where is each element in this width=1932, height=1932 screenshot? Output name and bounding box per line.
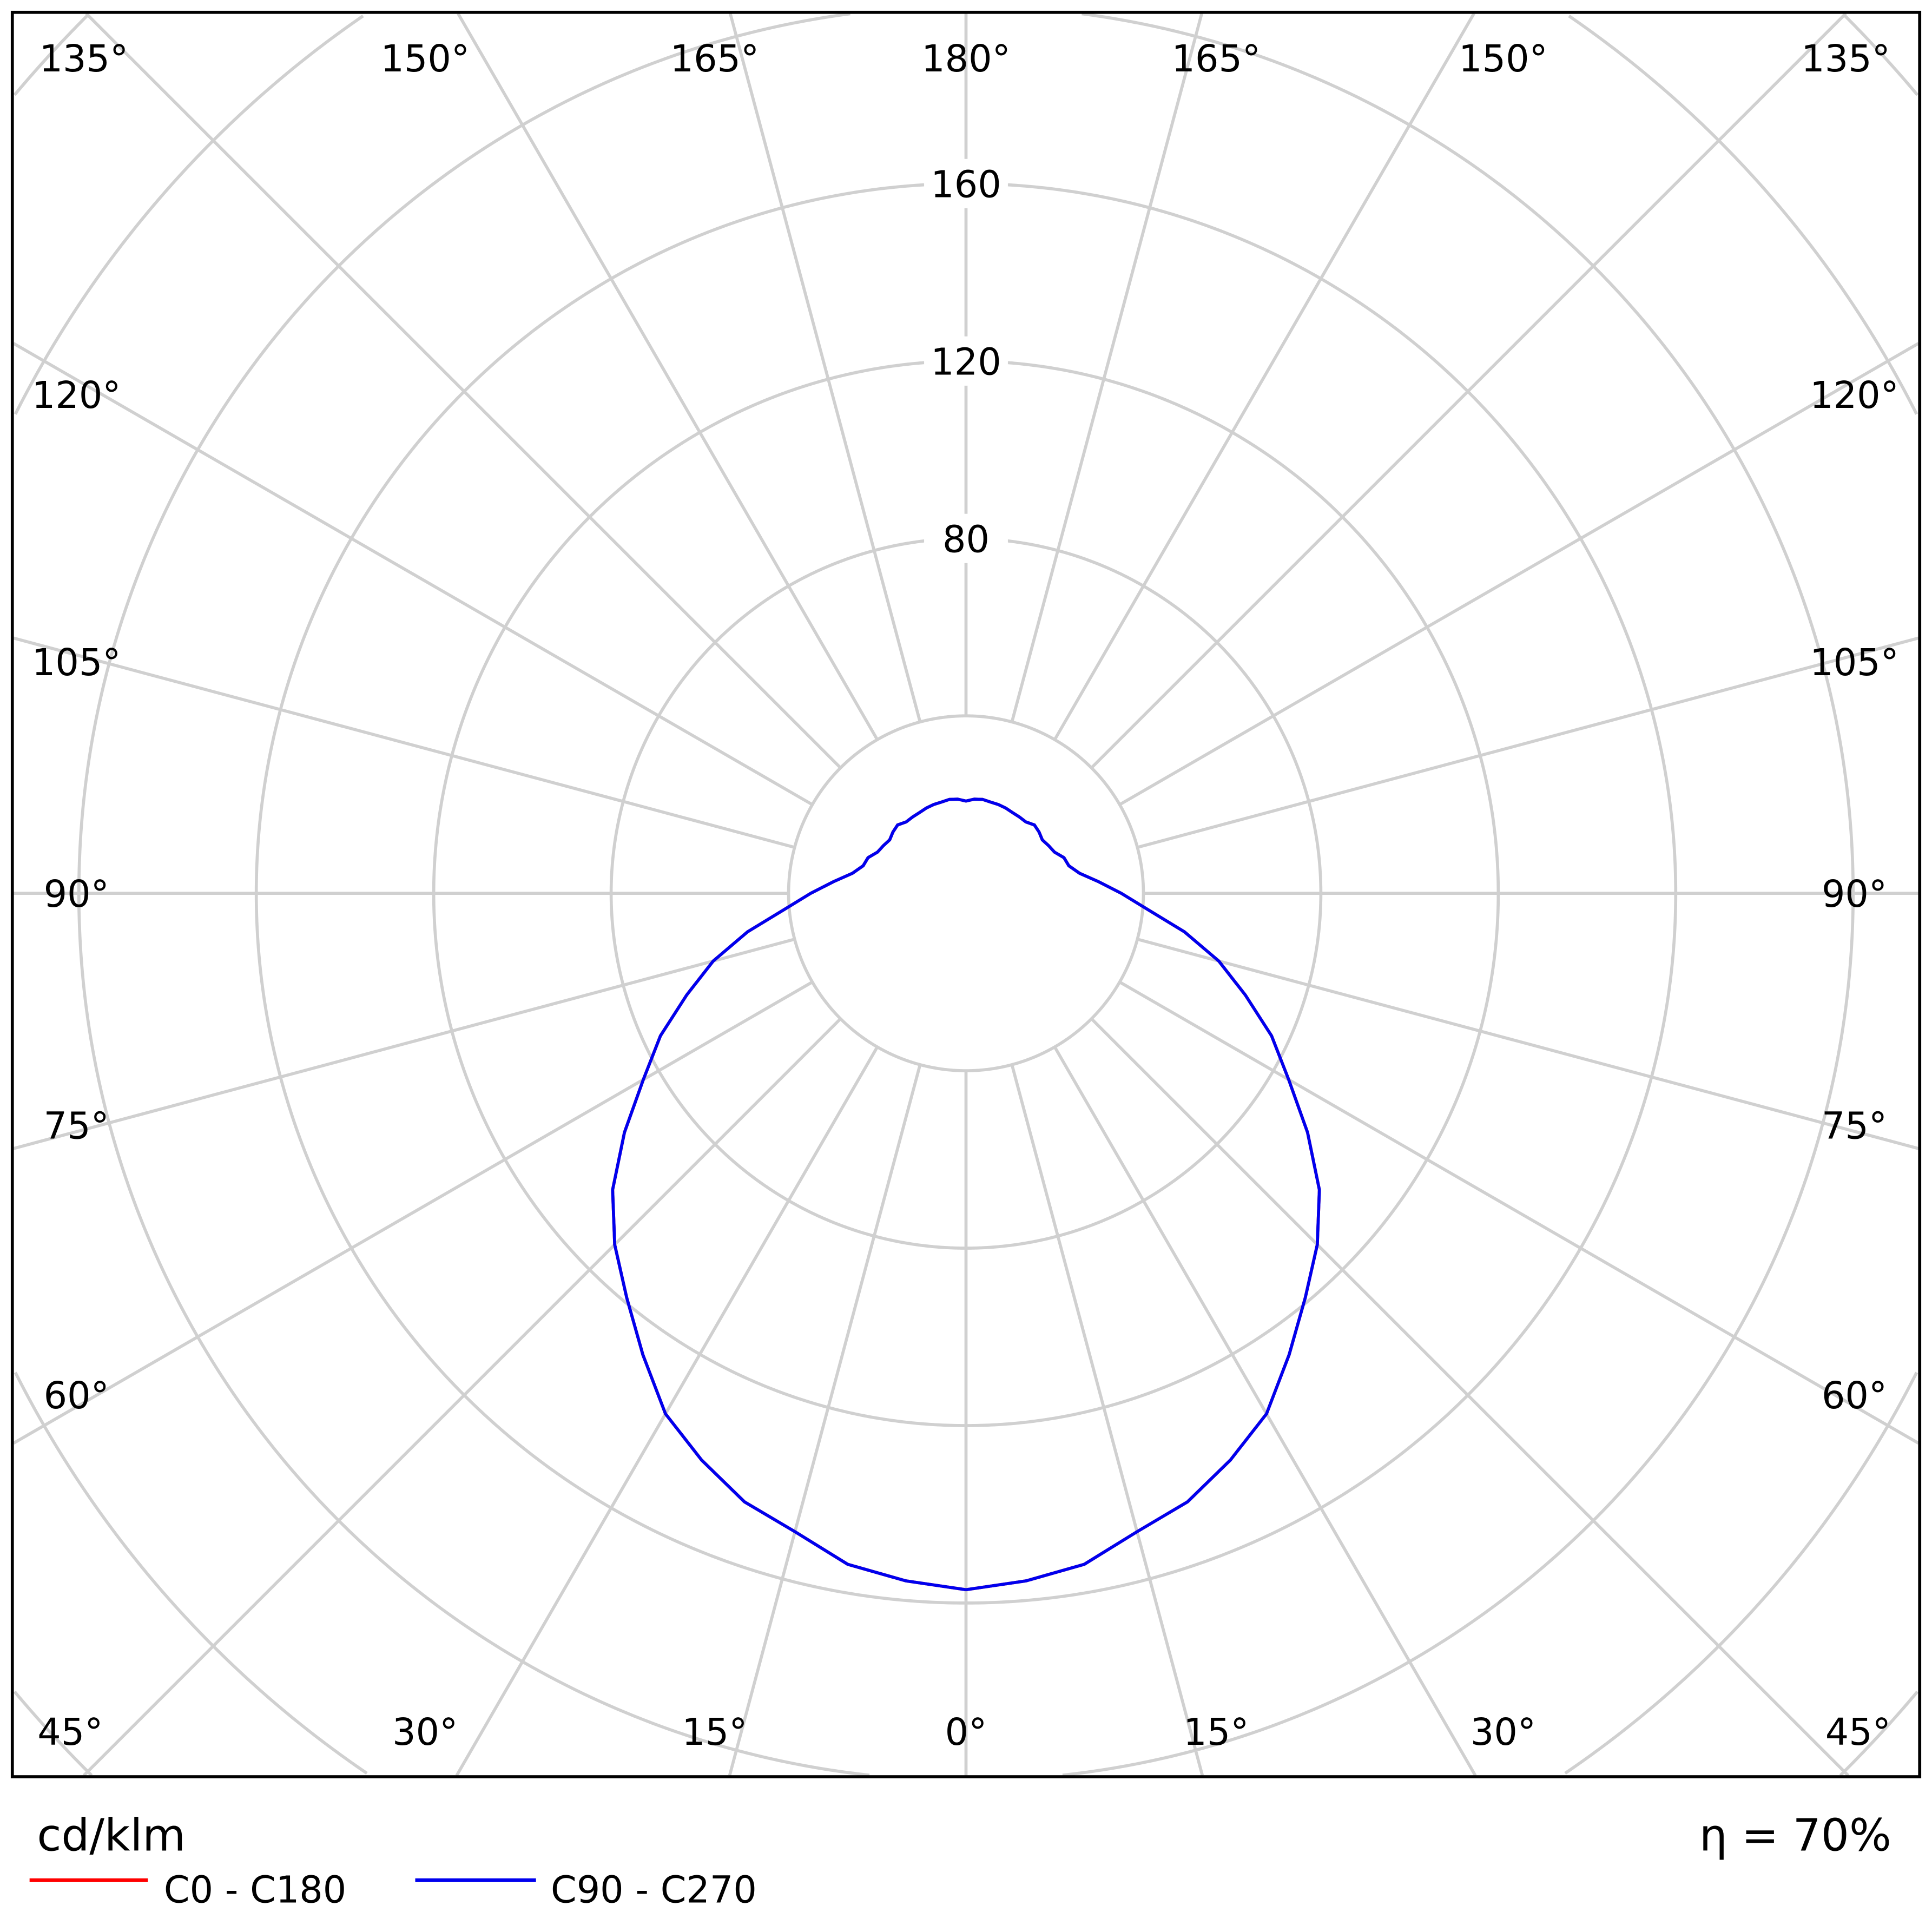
radial-tick-labels: 80 120 160 — [924, 159, 1008, 563]
angle-label: 135° — [39, 38, 129, 81]
angle-label: 165° — [670, 38, 760, 81]
radial-tick-label-bg — [924, 513, 1008, 563]
angle-label: 105° — [1810, 642, 1899, 684]
angle-label: 180° — [921, 38, 1011, 81]
grid-spoke — [1137, 636, 1919, 849]
radial-tick-label-bg — [924, 159, 1008, 208]
grid-spoke — [1137, 938, 1919, 1150]
grid-spoke — [729, 13, 922, 723]
radial-tick-label: 160 — [931, 163, 1001, 206]
grid-spoke — [1090, 12, 1847, 769]
grid-ring-240 — [14, 15, 1918, 1775]
grid-spoke — [1119, 980, 1920, 1445]
angle-label: 120° — [32, 374, 121, 417]
angle-label: 15° — [682, 1711, 747, 1754]
grid-spoke — [13, 938, 795, 1150]
grid-spoke — [1010, 1064, 1204, 1776]
angle-label: 60° — [44, 1375, 109, 1417]
grid-spoke — [728, 1064, 922, 1776]
angle-label: 120° — [1810, 374, 1899, 417]
angle-label: 45° — [37, 1711, 103, 1754]
grid-spoke — [1053, 1046, 1477, 1777]
angle-label: 30° — [392, 1711, 458, 1754]
grid-spoke — [12, 980, 813, 1445]
angle-label: 15° — [1183, 1711, 1249, 1754]
grid-spoke — [1053, 12, 1475, 741]
angle-label: 30° — [1471, 1711, 1536, 1754]
grid-spoke — [1010, 13, 1203, 723]
angle-labels: 135° 150° 165° 180° 165° 150° 135° 45° 30° 15° 0° 1… — [32, 38, 1899, 1754]
grid-spoke — [13, 636, 795, 849]
grid-spoke — [85, 12, 842, 769]
angle-label: 60° — [1822, 1375, 1887, 1417]
grid-spoke — [455, 1046, 879, 1777]
grid-spoke — [82, 1018, 842, 1777]
legend-label-c0-c180: C0 - C180 — [164, 1869, 346, 1911]
angle-label: 150° — [380, 38, 470, 81]
grid-ring-200 — [77, 12, 1855, 1777]
plot-frame — [10, 10, 1922, 1778]
angle-label: 0° — [945, 1711, 987, 1754]
legend-label-c90-c270: C90 - C270 — [551, 1869, 757, 1911]
angle-label: 135° — [1801, 38, 1890, 81]
grid-ring-40 — [787, 714, 1145, 1072]
radial-tick-label-bg — [924, 336, 1008, 386]
angle-label: 45° — [1825, 1711, 1891, 1754]
curve-c90-c270 — [611, 797, 1321, 1592]
angle-label: 105° — [32, 642, 121, 684]
radial-tick-label: 80 — [942, 518, 990, 561]
angle-label: 75° — [44, 1105, 109, 1148]
grid-spoke — [1090, 1018, 1850, 1777]
grid-ring-280 — [13, 14, 1919, 1777]
radial-tick-label: 120 — [931, 341, 1001, 384]
angle-label: 165° — [1172, 38, 1261, 81]
angle-label: 90° — [44, 873, 109, 916]
angle-label: 75° — [1822, 1105, 1887, 1148]
grid-spoke — [1119, 342, 1920, 806]
unit-label: cd/klm — [37, 1810, 186, 1862]
intensity-curves — [611, 797, 1321, 1592]
angle-label: 90° — [1822, 873, 1887, 916]
polar-grid — [12, 12, 1920, 1777]
grid-spoke — [457, 12, 879, 741]
efficiency-label: η = 70% — [1699, 1810, 1891, 1862]
grid-spoke — [12, 342, 813, 806]
angle-label: 150° — [1459, 38, 1548, 81]
